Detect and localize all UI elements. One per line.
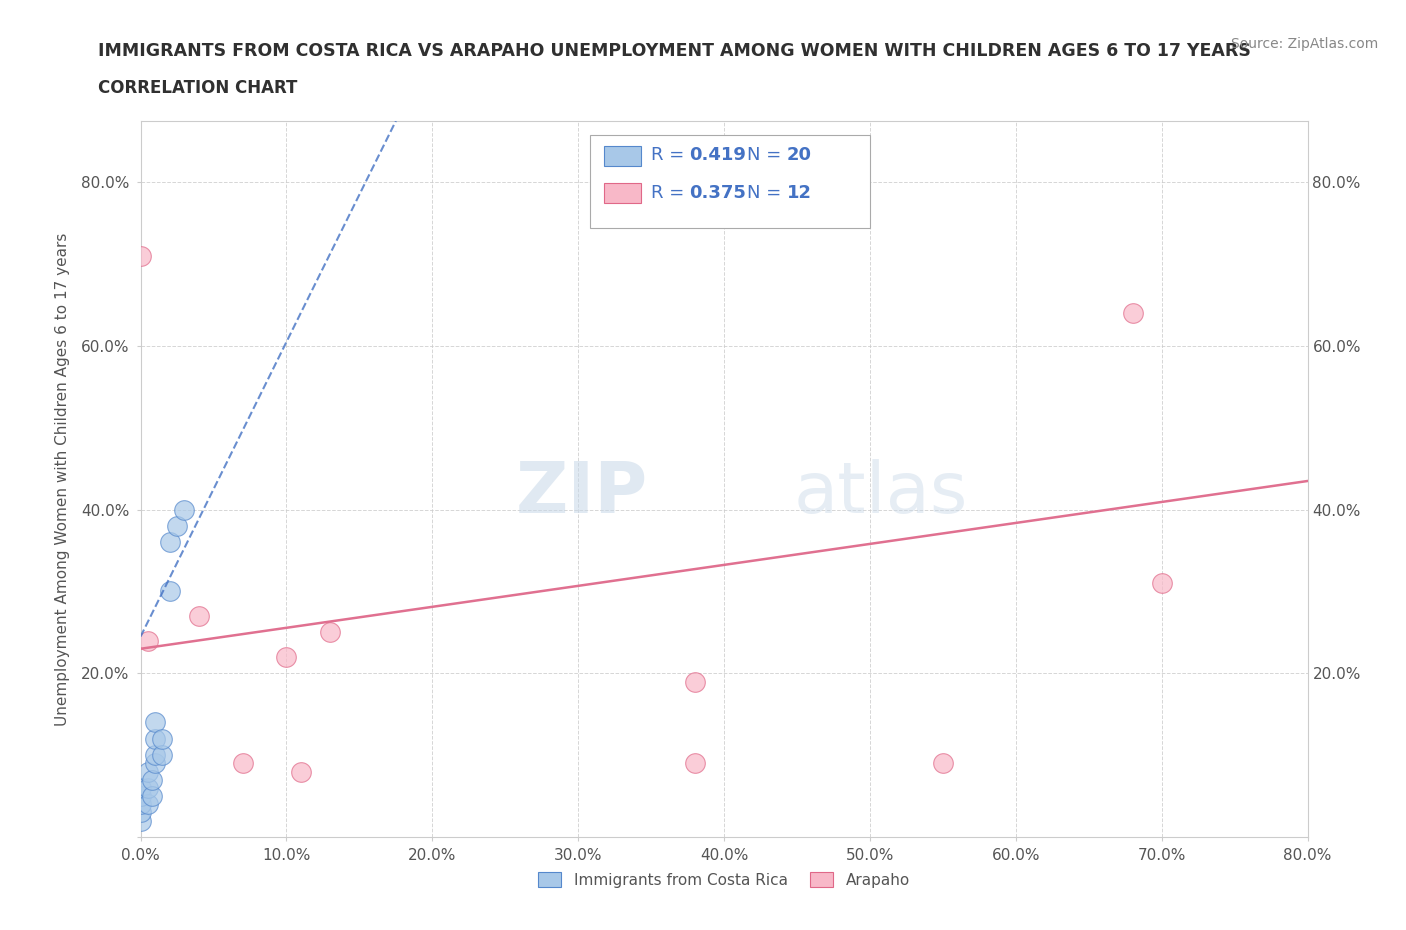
Point [129, 805, 152, 820]
Point [136, 633, 159, 648]
Text: N =: N = [748, 146, 787, 165]
Text: IMMIGRANTS FROM COSTA RICA VS ARAPAHO UNEMPLOYMENT AMONG WOMEN WITH CHILDREN AGE: IMMIGRANTS FROM COSTA RICA VS ARAPAHO UN… [98, 42, 1251, 60]
Point [1150, 576, 1173, 591]
Text: R =: R = [651, 183, 689, 202]
Legend: Immigrants from Costa Rica, Arapaho: Immigrants from Costa Rica, Arapaho [533, 866, 915, 894]
Point [143, 731, 166, 746]
Point [143, 715, 166, 730]
Point [136, 780, 159, 795]
Point [188, 608, 211, 623]
Point [173, 502, 195, 517]
Text: 12: 12 [787, 183, 813, 202]
FancyBboxPatch shape [591, 135, 870, 229]
Point [129, 797, 152, 812]
Point [932, 756, 955, 771]
Point [683, 674, 706, 689]
Point [143, 748, 166, 763]
Text: atlas: atlas [794, 458, 969, 527]
Point [129, 780, 152, 795]
Point [152, 731, 174, 746]
Y-axis label: Unemployment Among Women with Children Ages 6 to 17 years: Unemployment Among Women with Children A… [55, 232, 70, 725]
Point [136, 797, 159, 812]
Text: 0.375: 0.375 [689, 183, 747, 202]
Text: 0.419: 0.419 [689, 146, 747, 165]
Text: CORRELATION CHART: CORRELATION CHART [98, 79, 298, 97]
Point [129, 813, 152, 828]
Point [152, 748, 174, 763]
Point [166, 519, 188, 534]
Text: 20: 20 [787, 146, 813, 165]
Point [141, 772, 163, 787]
Text: Source: ZipAtlas.com: Source: ZipAtlas.com [1230, 37, 1378, 51]
Point [159, 535, 181, 550]
Point [143, 756, 166, 771]
Point [1122, 306, 1144, 321]
FancyBboxPatch shape [605, 183, 641, 204]
Text: ZIP: ZIP [516, 458, 648, 527]
Point [129, 248, 152, 263]
FancyBboxPatch shape [605, 146, 641, 166]
Point [290, 764, 312, 779]
Point [683, 756, 706, 771]
Point [276, 649, 298, 664]
Point [141, 789, 163, 804]
Point [136, 764, 159, 779]
Text: R =: R = [651, 146, 689, 165]
Text: N =: N = [748, 183, 787, 202]
Point [319, 625, 342, 640]
Point [129, 789, 152, 804]
Point [159, 584, 181, 599]
Point [232, 756, 254, 771]
